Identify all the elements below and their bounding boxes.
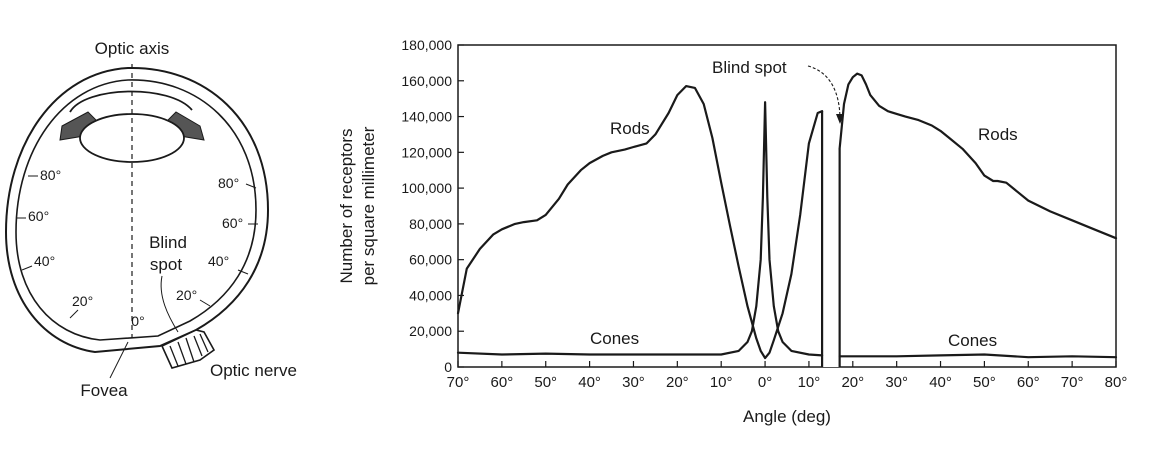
y-tick-label: 80,000: [409, 216, 452, 232]
blind-spot-arrow: [807, 65, 841, 121]
optic-nerve-fibers: [169, 333, 209, 367]
x-tick-label: 70°: [1061, 374, 1084, 391]
cones-left-label: Cones: [590, 329, 639, 348]
eye-left-40-label: 40°: [34, 253, 55, 269]
center-angle-label: 0°: [131, 313, 144, 329]
x-tick-label: 40°: [578, 374, 601, 391]
x-tick-label: 70°: [447, 374, 470, 391]
fovea-label: Fovea: [80, 381, 128, 400]
rods-left-label: Rods: [610, 119, 650, 138]
eye-diagram: Optic axis Optic nerve Fovea 0° Blind sp…: [4, 39, 297, 400]
y-tick-label: 40,000: [409, 287, 452, 303]
x-tick-label: 60°: [1017, 374, 1040, 391]
y-tick-label: 0: [444, 359, 452, 375]
optic-nerve-label: Optic nerve: [210, 361, 297, 380]
eye-blind-spot-label-line2: spot: [150, 255, 182, 274]
optic-axis-label: Optic axis: [95, 39, 170, 58]
eye-left-80-label: 80°: [40, 167, 61, 183]
x-tick-label: 80°: [1105, 374, 1128, 391]
y-tick-label: 60,000: [409, 252, 452, 268]
y-tick-label: 20,000: [409, 323, 452, 339]
receptor-density-chart: 0 20,000 40,000 60,000 80,000 100,000 120,000 1…: [337, 37, 1127, 426]
cones-right-label: Cones: [948, 331, 997, 350]
x-axis-title: Angle (deg): [743, 407, 831, 426]
eye-outer-wall: [4, 66, 270, 354]
x-tick-label: 10°: [710, 374, 733, 391]
y-tick-label: 180,000: [401, 37, 452, 53]
eye-inner-wall: [15, 79, 257, 341]
series-group: [456, 72, 1118, 360]
x-tick-label: 30°: [885, 374, 908, 391]
x-tick-label: 10°: [798, 374, 821, 391]
eye-right-40-tick: [237, 269, 249, 275]
x-tick-label: 40°: [929, 374, 952, 391]
blind-spot-band: [822, 46, 840, 367]
y-tick-label: 100,000: [401, 180, 452, 196]
eye-right-40-label: 40°: [208, 253, 229, 269]
rods-curve-segment-2: [838, 72, 1118, 240]
eye-cornea: [69, 90, 193, 113]
x-tick-label: 30°: [622, 374, 645, 391]
x-tick-label: 50°: [973, 374, 996, 391]
eye-left-40-tick: [21, 265, 33, 271]
eye-left-20-label: 20°: [72, 293, 93, 309]
eye-blind-spot-label-line1: Blind: [149, 233, 187, 252]
y-axis: 0 20,000 40,000 60,000 80,000 100,000 120,000 1…: [401, 37, 464, 375]
rods-right-label: Rods: [978, 125, 1018, 144]
x-axis: 70° 60° 50° 40° 30° 20° 10° 0° 10° 20° 30° 40° 50° 60…: [447, 361, 1128, 391]
eye-right-60-label: 60°: [222, 215, 243, 231]
cones-curve-segment-2: [838, 353, 1118, 359]
y-tick-label: 160,000: [401, 73, 452, 89]
cones-curve-segment-1: [456, 101, 824, 357]
x-tick-label: 60°: [491, 374, 514, 391]
eye-left-60-label: 60°: [28, 208, 49, 224]
x-tick-label: 20°: [841, 374, 864, 391]
eye-left-20-tick: [69, 309, 79, 319]
blind-spot-arrowhead: [836, 114, 844, 124]
rods-curve-segment-1: [456, 85, 824, 360]
x-tick-label: 0°: [758, 374, 772, 391]
fovea-leader: [109, 341, 129, 379]
eye-right-20-tick: [199, 299, 211, 307]
x-tick-label: 50°: [534, 374, 557, 391]
eye-right-80-label: 80°: [218, 175, 239, 191]
y-axis-title-line2: per square millimeter: [359, 126, 378, 285]
y-tick-label: 120,000: [401, 144, 452, 160]
blind-spot-annotation: Blind spot: [712, 58, 787, 77]
eye-blind-spot-leader: [160, 275, 179, 333]
y-tick-label: 140,000: [401, 109, 452, 125]
eye-right-20-label: 20°: [176, 287, 197, 303]
x-tick-label: 20°: [666, 374, 689, 391]
eye-right-80-tick: [245, 183, 257, 189]
plot-frame: [457, 44, 1117, 368]
y-axis-title-line1: Number of receptors: [337, 129, 356, 284]
